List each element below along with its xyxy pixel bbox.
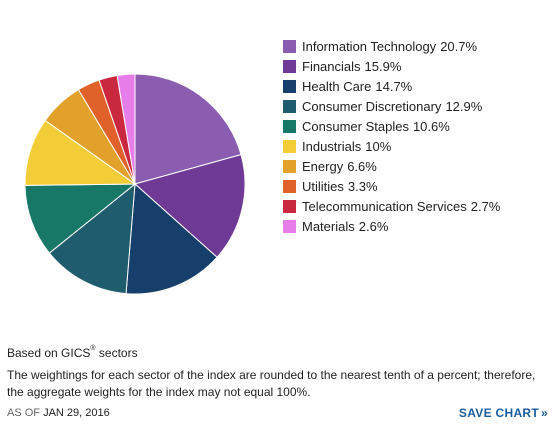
as-of-date: AS OF JAN 29, 2016 — [7, 407, 110, 419]
legend-value: 12.9% — [445, 98, 483, 114]
legend-item-industrials: Industrials 10% — [283, 136, 500, 156]
legend-label: Information Technology — [302, 38, 437, 54]
legend-label: Financials — [302, 58, 361, 74]
legend-item-telecommunication-services: Telecommunication Services 2.7% — [283, 196, 500, 216]
pie-slice-consumer-staples[interactable] — [24, 183, 137, 254]
legend-swatch — [283, 39, 296, 53]
legend-item-financials: Financials 15.9% — [283, 56, 500, 76]
sector-pie-chart — [24, 73, 246, 295]
pie-slice-health-care[interactable] — [125, 182, 218, 295]
legend-label: Health Care — [302, 78, 372, 94]
legend-swatch — [283, 219, 296, 233]
gics-basis-text: Based on GICS® sectors — [7, 345, 138, 360]
legend-item-consumer-staples: Consumer Staples 10.6% — [283, 116, 500, 136]
legend-item-utilities: Utilities 3.3% — [283, 176, 500, 196]
pie-slice-materials[interactable] — [116, 73, 136, 185]
legend-label: Utilities — [302, 178, 344, 194]
legend-value: 3.3% — [347, 178, 378, 194]
legend-value: 2.6% — [358, 218, 389, 234]
legend-swatch — [283, 179, 296, 193]
legend-value: 14.7% — [375, 78, 413, 94]
legend-item-energy: Energy 6.6% — [283, 156, 500, 176]
pie-slice-consumer-discretionary[interactable] — [48, 182, 136, 295]
pie-slice-information-technology[interactable] — [134, 73, 242, 185]
double-chevron-right-icon: » — [541, 406, 548, 420]
legend-item-materials: Materials 2.6% — [283, 216, 500, 236]
legend-item-information-technology: Information Technology 20.7% — [283, 36, 500, 56]
legend-label: Telecommunication Services — [302, 198, 467, 214]
chart-legend: Information Technology 20.7% Financials 15.… — [283, 36, 500, 236]
legend-label: Consumer Discretionary — [302, 98, 442, 114]
legend-swatch — [283, 199, 296, 213]
legend-swatch — [283, 59, 296, 73]
legend-swatch — [283, 159, 296, 173]
legend-item-health-care: Health Care 14.7% — [283, 76, 500, 96]
legend-swatch — [283, 139, 296, 153]
legend-item-consumer-discretionary: Consumer Discretionary 12.9% — [283, 96, 500, 116]
legend-label: Industrials — [302, 138, 362, 154]
legend-value: 20.7% — [440, 38, 478, 54]
legend-label: Materials — [302, 218, 355, 234]
legend-value: 15.9% — [364, 58, 402, 74]
legend-value: 2.7% — [470, 198, 501, 214]
save-chart-link[interactable]: SAVE CHART» — [458, 406, 548, 420]
legend-value: 10% — [365, 138, 392, 154]
legend-label: Energy — [302, 158, 344, 174]
chart-footer: Based on GICS® sectors The weightings fo… — [7, 345, 552, 401]
pie-slice-financials[interactable] — [133, 154, 246, 258]
legend-label: Consumer Staples — [302, 118, 409, 134]
legend-swatch — [283, 119, 296, 133]
rounding-note: The weightings for each sector of the in… — [7, 368, 536, 399]
legend-value: 6.6% — [347, 158, 377, 174]
legend-swatch — [283, 79, 296, 93]
legend-value: 10.6% — [412, 118, 450, 134]
legend-swatch — [283, 99, 296, 113]
